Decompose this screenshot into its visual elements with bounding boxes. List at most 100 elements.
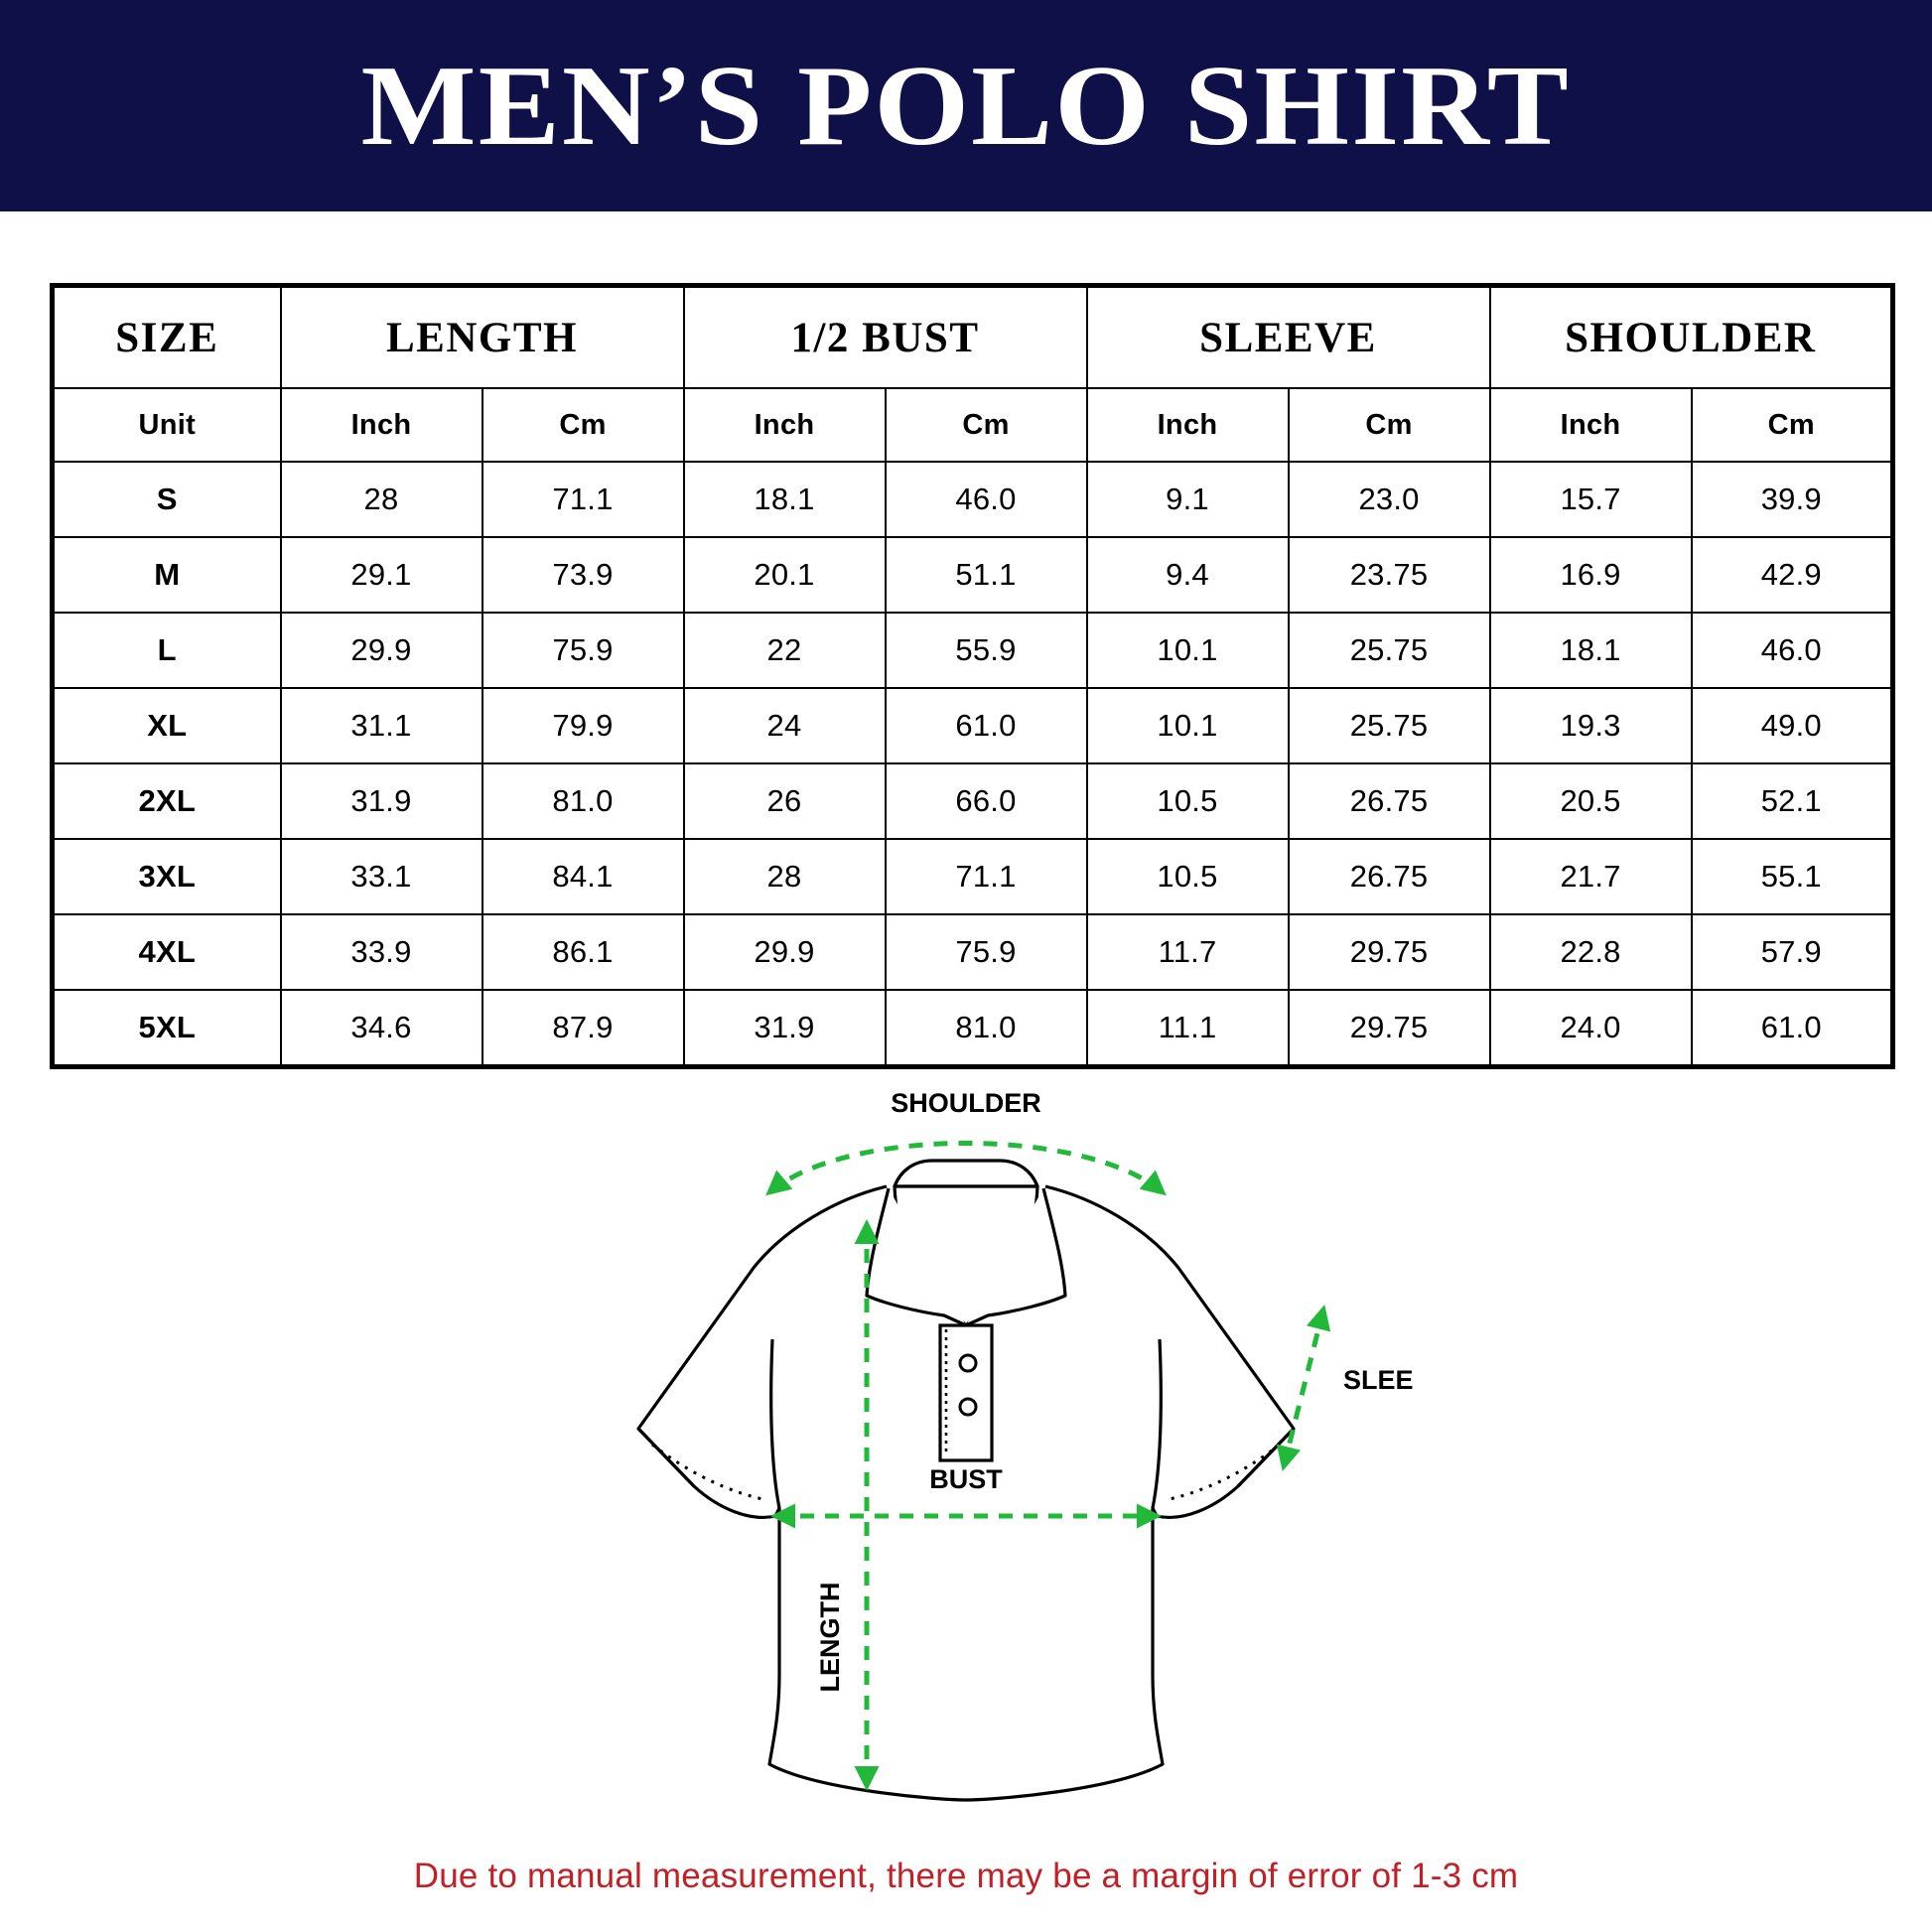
cell-size: 3XL [51,838,282,915]
cell-sleeve-cm: 25.75 [1287,687,1491,764]
table-row: 2XL 31.9 81.0 26 66.0 10.5 26.75 20.5 52… [51,762,1894,840]
cell-bust-inch: 18.1 [682,461,887,538]
table-row: S 28 71.1 18.1 46.0 9.1 23.0 15.7 39.9 [51,461,1894,538]
cell-sleeve-cm: 23.75 [1287,536,1491,614]
cell-sleeve-inch: 11.7 [1085,913,1290,991]
cell-sleeve-inch: 10.1 [1085,612,1290,689]
cell-bust-inch: 24 [682,687,887,764]
cell-sleeve-cm: 29.75 [1287,989,1491,1068]
cell-bust-cm: 66.0 [884,762,1088,840]
cell-size: 4XL [51,913,282,991]
cell-shoulder-cm: 61.0 [1690,989,1894,1068]
cell-shoulder-inch: 16.9 [1488,536,1693,614]
cell-shoulder-cm: 57.9 [1690,913,1894,991]
unit-label: Unit [51,387,282,463]
cell-length-cm: 81.0 [481,762,685,840]
cell-length-inch: 34.6 [279,989,483,1068]
group-header-size: SIZE [51,284,282,389]
group-header-bust: 1/2 BUST [682,284,1088,389]
group-header-shoulder: SHOULDER [1488,284,1894,389]
cell-shoulder-cm: 55.1 [1690,838,1894,915]
cell-bust-cm: 51.1 [884,536,1088,614]
cell-size: 5XL [51,989,282,1068]
cell-size: S [51,461,282,538]
cell-shoulder-inch: 20.5 [1488,762,1693,840]
cell-sleeve-inch: 10.5 [1085,762,1290,840]
cell-bust-inch: 26 [682,762,887,840]
page-title: MEN’S POLO SHIRT [360,42,1572,170]
unit-length-inch: Inch [279,387,483,463]
unit-sleeve-inch: Inch [1085,387,1290,463]
cell-size: M [51,536,282,614]
cell-length-cm: 79.9 [481,687,685,764]
cell-bust-cm: 75.9 [884,913,1088,991]
sleeve-measure-arrow [1276,1305,1331,1471]
size-table-container: SIZE LENGTH 1/2 BUST SLEEVE SHOULDER Uni… [0,211,1932,1069]
table-row: XL 31.1 79.9 24 61.0 10.1 25.75 19.3 49.… [51,687,1894,764]
cell-bust-inch: 22 [682,612,887,689]
cell-length-cm: 87.9 [481,989,685,1068]
measurement-diagram: SHOULDER SLEEVE BUST LENGTH [0,1079,1932,1804]
cell-length-cm: 84.1 [481,838,685,915]
cell-length-inch: 31.1 [279,687,483,764]
table-row: 5XL 34.6 87.9 31.9 81.0 11.1 29.75 24.0 … [51,989,1894,1068]
cell-sleeve-cm: 23.0 [1287,461,1491,538]
shoulder-measure-arrow [765,1141,1167,1196]
cell-length-inch: 33.1 [279,838,483,915]
group-header-length: LENGTH [279,284,685,389]
cell-bust-cm: 46.0 [884,461,1088,538]
cell-sleeve-cm: 26.75 [1287,762,1491,840]
bust-label: BUST [929,1464,1003,1494]
group-header-sleeve: SLEEVE [1085,284,1491,389]
cell-sleeve-inch: 10.5 [1085,838,1290,915]
cell-length-inch: 28 [279,461,483,538]
cell-sleeve-cm: 25.75 [1287,612,1491,689]
cell-bust-cm: 55.9 [884,612,1088,689]
cell-sleeve-inch: 10.1 [1085,687,1290,764]
measurement-disclaimer: Due to manual measurement, there may be … [413,1857,1519,1895]
polo-shirt-illustration: SHOULDER SLEEVE BUST LENGTH [636,1088,1413,1802]
cell-shoulder-cm: 42.9 [1690,536,1894,614]
size-chart-table: SIZE LENGTH 1/2 BUST SLEEVE SHOULDER Uni… [50,283,1896,1069]
cell-shoulder-cm: 39.9 [1690,461,1894,538]
table-row: 3XL 33.1 84.1 28 71.1 10.5 26.75 21.7 55… [51,838,1894,915]
cell-sleeve-cm: 29.75 [1287,913,1491,991]
cell-length-cm: 73.9 [481,536,685,614]
cell-size: 2XL [51,762,282,840]
cell-bust-inch: 28 [682,838,887,915]
cell-size: L [51,612,282,689]
unit-shoulder-cm: Cm [1690,387,1894,463]
length-label: LENGTH [815,1583,845,1693]
cell-size: XL [51,687,282,764]
table-row: M 29.1 73.9 20.1 51.1 9.4 23.75 16.9 42.… [51,536,1894,614]
shoulder-label: SHOULDER [891,1088,1041,1118]
table-row: L 29.9 75.9 22 55.9 10.1 25.75 18.1 46.0 [51,612,1894,689]
collar [865,1159,1067,1327]
cell-sleeve-inch: 11.1 [1085,989,1290,1068]
cell-bust-cm: 71.1 [884,838,1088,915]
cell-length-cm: 75.9 [481,612,685,689]
cell-bust-inch: 20.1 [682,536,887,614]
cell-shoulder-inch: 15.7 [1488,461,1693,538]
unit-bust-inch: Inch [682,387,887,463]
cell-length-cm: 71.1 [481,461,685,538]
button-placket [938,1323,994,1462]
unit-length-cm: Cm [481,387,685,463]
cell-bust-cm: 81.0 [884,989,1088,1068]
cell-length-cm: 86.1 [481,913,685,991]
cell-shoulder-cm: 46.0 [1690,612,1894,689]
cell-bust-cm: 61.0 [884,687,1088,764]
cell-bust-inch: 31.9 [682,989,887,1068]
cell-bust-inch: 29.9 [682,913,887,991]
unit-bust-cm: Cm [884,387,1088,463]
cell-shoulder-inch: 18.1 [1488,612,1693,689]
cell-length-inch: 29.1 [279,536,483,614]
cell-sleeve-inch: 9.4 [1085,536,1290,614]
table-group-header-row: SIZE LENGTH 1/2 BUST SLEEVE SHOULDER [51,284,1894,389]
cell-sleeve-cm: 26.75 [1287,838,1491,915]
sleeve-label: SLEEVE [1343,1365,1413,1395]
table-row: 4XL 33.9 86.1 29.9 75.9 11.7 29.75 22.8 … [51,913,1894,991]
cell-sleeve-inch: 9.1 [1085,461,1290,538]
cell-shoulder-inch: 19.3 [1488,687,1693,764]
cell-shoulder-inch: 24.0 [1488,989,1693,1068]
